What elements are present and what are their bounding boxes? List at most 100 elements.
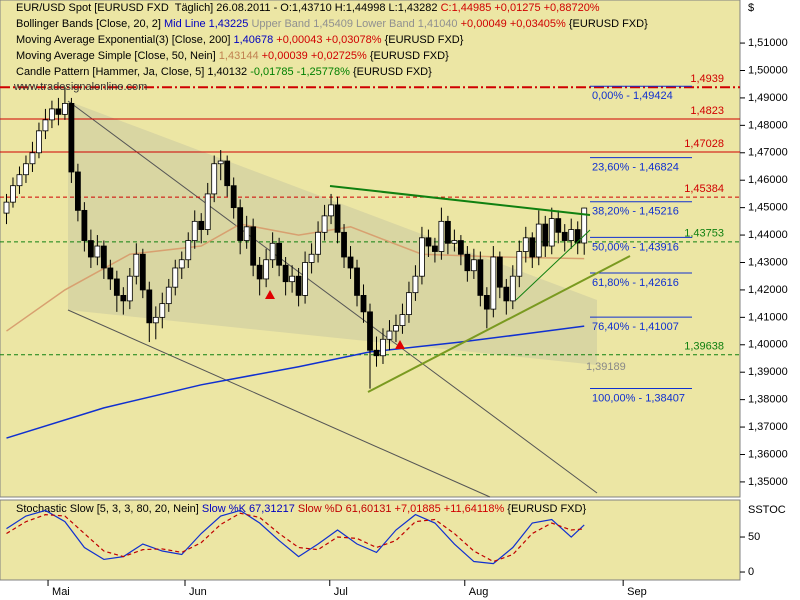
candle-body xyxy=(568,229,575,241)
candle-body xyxy=(308,253,315,263)
stoch-pane xyxy=(0,499,741,581)
candle-body xyxy=(360,295,367,313)
x-tick-label: Jun xyxy=(189,586,207,598)
candle-body xyxy=(159,303,166,318)
watermark: www.tradesignalonline.com xyxy=(13,81,147,93)
level-label: 1,39638 xyxy=(684,341,724,353)
candle-body xyxy=(139,253,146,291)
candle-body xyxy=(3,201,10,214)
fib-label: 0,00% - 1,49424 xyxy=(592,90,673,102)
levels: 1,4939 1,4823 1,47028 1,45384 1,43753 1,39638… xyxy=(0,73,740,439)
candle-body xyxy=(321,215,328,233)
y-tick-label: 1,35000 xyxy=(748,476,788,488)
candle-body xyxy=(204,193,211,230)
candle-body xyxy=(470,259,477,272)
y-tick-label: 1,41000 xyxy=(748,311,788,323)
candle-body xyxy=(224,160,231,187)
legend-text: Slow %K 67,31217 xyxy=(202,503,295,515)
trend-line xyxy=(367,255,631,393)
candle-body xyxy=(451,240,458,244)
candle-body xyxy=(438,220,445,252)
fib-label: 23,60% - 1,46824 xyxy=(592,162,679,174)
y-tick-label: 1,46000 xyxy=(748,174,788,186)
candle-body xyxy=(295,275,302,296)
level-label: 1,43753 xyxy=(684,228,724,240)
candle-body xyxy=(302,262,308,296)
candles xyxy=(3,86,588,389)
x-tick-label: Jul xyxy=(334,586,348,598)
y-tick-label: 1,37000 xyxy=(748,421,788,433)
y-tick-label: 1,36000 xyxy=(748,448,788,460)
candle-body xyxy=(354,267,360,296)
legend-text: Slow %D 61,60131 xyxy=(295,503,392,515)
fib-label: 61,80% - 1,42616 xyxy=(592,277,679,289)
candle-body xyxy=(87,240,94,258)
candle-body xyxy=(386,330,393,340)
legend-text: +0,00043 +0,03078% xyxy=(273,34,381,46)
candle-body xyxy=(68,103,75,173)
legend-text: 1,43144 xyxy=(219,50,259,62)
candle-body xyxy=(94,245,101,258)
level-label: 1,4939 xyxy=(690,73,724,85)
candle-body xyxy=(217,160,224,165)
legend-text: {EURUSD FXD} xyxy=(367,50,449,62)
candle-body xyxy=(444,220,451,244)
candle-body xyxy=(74,171,81,211)
trend-line xyxy=(329,185,591,216)
candle-body xyxy=(146,289,153,324)
candle-body xyxy=(282,264,289,283)
price-pane xyxy=(0,0,741,498)
candle-body xyxy=(457,240,464,255)
legend-entry: Stochastic Slow [5, 3, 3, 80, 20, Nein] … xyxy=(16,503,586,515)
y-tick-label: 1,38000 xyxy=(748,394,788,406)
level-label: 1,45384 xyxy=(684,183,724,195)
y-tick-label: 1,42000 xyxy=(748,284,788,296)
candle-body xyxy=(55,108,62,115)
stoch-tick-label: 0 xyxy=(748,566,754,578)
candle-body xyxy=(496,256,503,288)
legend-entry: EUR/USD Spot [EURUSD FXD Täglich] 26.08.… xyxy=(16,2,600,14)
legend-text: C:1,44985 +0,01275 +0,88720% xyxy=(441,2,600,14)
note-label: 1,39189 xyxy=(586,361,626,373)
y-tick-label: 1,39000 xyxy=(748,366,788,378)
y-tick-label: 1,40000 xyxy=(748,339,788,351)
candle-body xyxy=(289,275,296,283)
candle-body xyxy=(419,237,425,277)
candle-body xyxy=(237,207,244,241)
fib-label: 100,00% - 1,38407 xyxy=(592,392,685,404)
level-label: 1,4823 xyxy=(690,105,724,117)
candle-body xyxy=(250,226,257,266)
legend-entry: Moving Average Exponential(3) [Close, 20… xyxy=(16,34,464,46)
candle-body xyxy=(406,292,412,316)
legend-text: {EURUSD FXD} xyxy=(504,503,586,515)
candle-body xyxy=(107,267,114,280)
moving-average xyxy=(6,325,585,439)
y-tick-label: 1,48000 xyxy=(748,119,788,131)
candle-body xyxy=(10,185,16,203)
candle-body xyxy=(120,295,127,302)
candle-body xyxy=(483,295,490,310)
candle-body xyxy=(42,119,49,132)
level-label: 1,47028 xyxy=(684,138,724,150)
candle-body xyxy=(49,108,55,121)
candle-body xyxy=(230,185,237,209)
candle-body xyxy=(178,259,185,269)
candle-body xyxy=(542,223,549,247)
stoch-line xyxy=(6,509,585,565)
stoch-line xyxy=(6,512,585,563)
channel-line xyxy=(67,100,598,494)
legend-text: -0,01785 -1,25778% xyxy=(247,66,350,78)
candle-body xyxy=(315,231,321,255)
candle-body xyxy=(399,314,406,326)
candle-body xyxy=(548,218,555,247)
y-tick-label: 1,49000 xyxy=(748,92,788,104)
candle-body xyxy=(191,220,198,241)
legend-text: {EURUSD FXD} xyxy=(382,34,464,46)
y-tick-label: 1,50000 xyxy=(748,64,788,76)
legend-text: 1,40132 xyxy=(207,66,247,78)
legend-text: +7,01885 +11,64118% xyxy=(391,503,504,515)
candle-body xyxy=(529,237,536,258)
legend-text: Bollinger Bands [Close, 20, 2] xyxy=(16,18,164,30)
legend-text: 1,40678 xyxy=(233,34,273,46)
